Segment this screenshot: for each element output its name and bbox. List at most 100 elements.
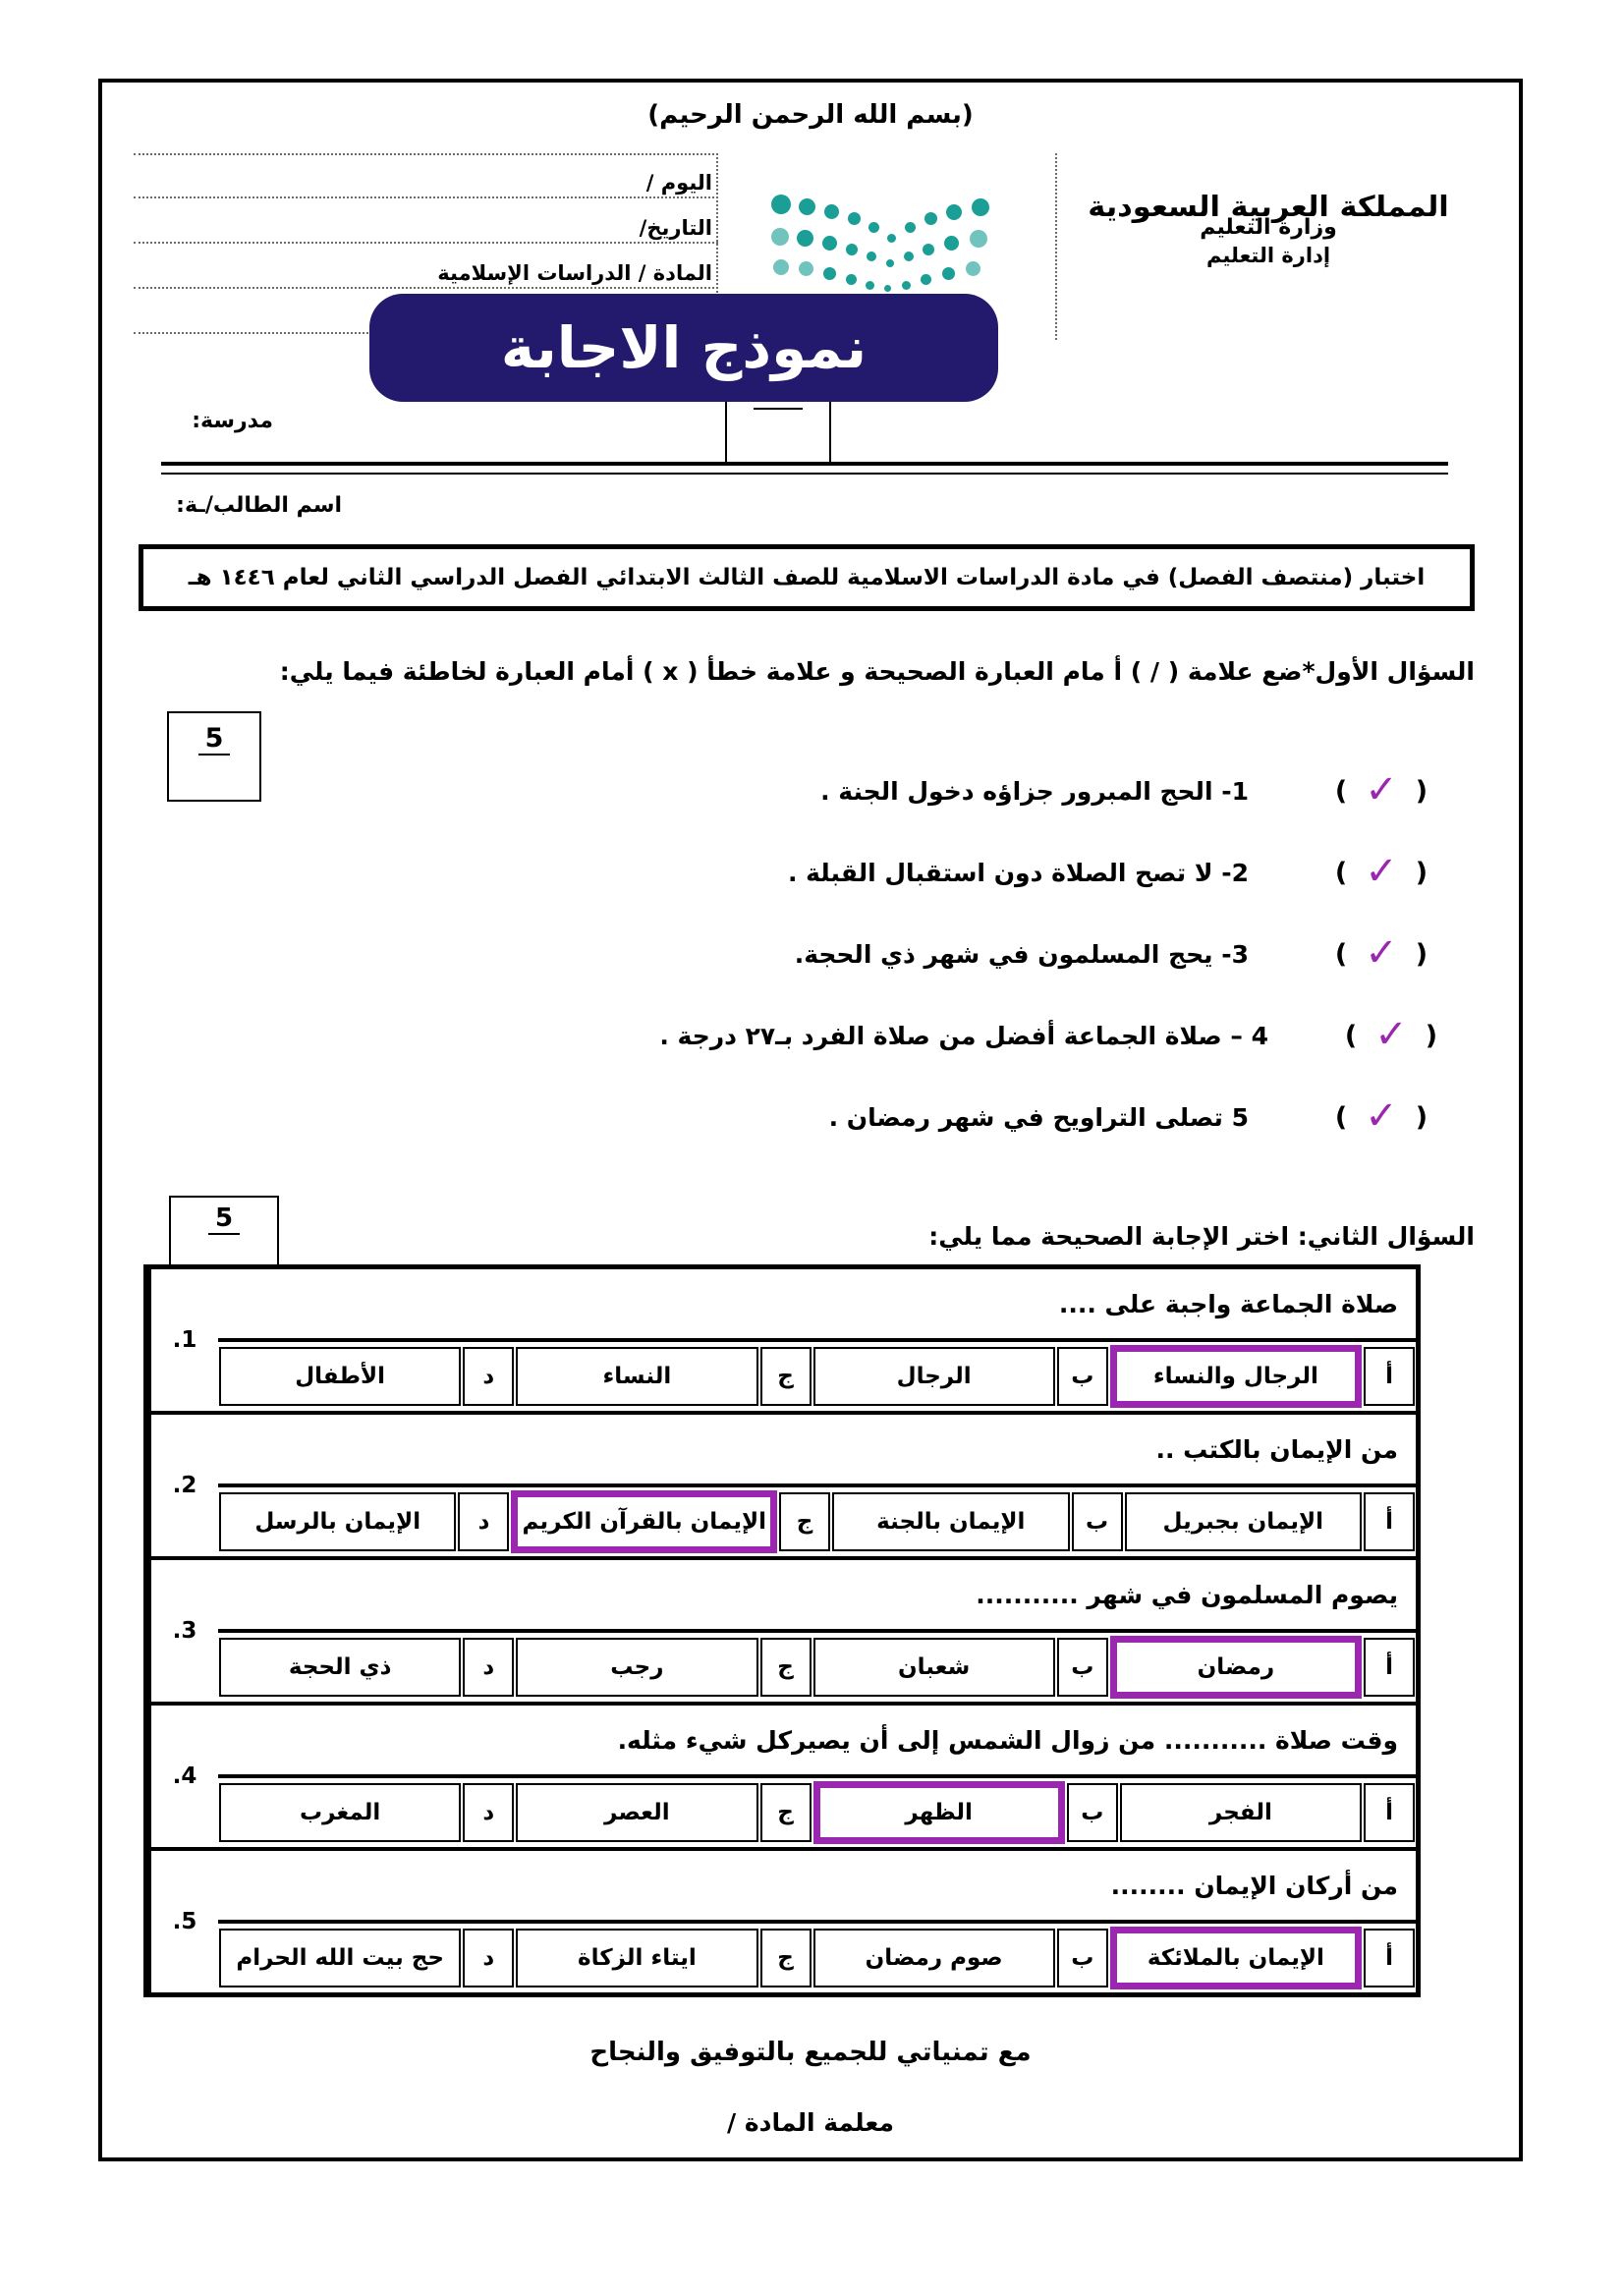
- tf-statement-3: 3- يحج المسلمون في شهر ذي الحجة.: [794, 940, 1249, 969]
- paren-open-4: (: [1425, 1021, 1438, 1051]
- question2-prompt: السؤال الثاني: اختر الإجابة الصحيحة مما …: [928, 1222, 1475, 1251]
- option-letter-4c: ج: [759, 1783, 812, 1842]
- tf-answer-4[interactable]: ( ✓ ): [1308, 1011, 1475, 1057]
- table-row: صلاة الجماعة واجبة على .... أ الرجال وال…: [148, 1269, 1416, 1415]
- mcq-options-1: أ الرجال والنساء ب الرجال ج النساء د الأ…: [218, 1342, 1416, 1411]
- tf-statement-1: 1- الحج المبرور جزاؤه دخول الجنة .: [820, 777, 1249, 806]
- mcq-body-3: يصوم المسلمون في شهر ........... أ رمضان…: [218, 1560, 1416, 1702]
- tf-item-1: ( ✓ ) 1- الحج المبرور جزاؤه دخول الجنة .: [153, 751, 1475, 832]
- mcq-stem-4: وقت صلاة ........... من زوال الشمس إلى أ…: [218, 1706, 1416, 1778]
- mcq-options-2: أ الإيمان بجبريل ب الإيمان بالجنة ج الإي…: [218, 1487, 1416, 1556]
- mcq-index-5: 5.: [148, 1851, 218, 1992]
- mcq-body-2: من الإيمان بالكتب .. أ الإيمان بجبريل ب …: [218, 1415, 1416, 1556]
- mcq-options-4: أ الفجر ب الظهر ج العصر د المغرب: [218, 1778, 1416, 1847]
- option-text-5b[interactable]: صوم رمضان: [812, 1929, 1055, 1987]
- tf-answer-5[interactable]: ( ✓ ): [1288, 1096, 1475, 1138]
- option-text-5c[interactable]: ايتاء الزكاة: [516, 1929, 758, 1987]
- mcq-stem-1: صلاة الجماعة واجبة على ....: [218, 1269, 1416, 1342]
- table-row: من أركان الإيمان ........ أ الإيمان بالم…: [148, 1851, 1416, 1992]
- tf-item-4: ( ✓ ) 4 – صلاة الجماعة أفضل من صلاة الفر…: [153, 995, 1475, 1077]
- logo-block: [723, 153, 1047, 340]
- check-icon: ✓: [1374, 1011, 1408, 1057]
- mcq-index-2: 2.: [148, 1415, 218, 1556]
- option-letter-3c: ج: [759, 1638, 812, 1697]
- option-letter-3b: ب: [1056, 1638, 1108, 1697]
- answer-key-stamp: نموذج الاجابة: [369, 294, 998, 402]
- mcq-table: صلاة الجماعة واجبة على .... أ الرجال وال…: [143, 1264, 1421, 1997]
- info-label-date: التاريخ/: [639, 216, 712, 240]
- option-letter-2a: أ: [1364, 1492, 1415, 1551]
- info-row-subject: المادة / الدراسات الإسلامية: [134, 244, 718, 289]
- option-letter-1a: أ: [1364, 1347, 1415, 1406]
- table-row: يصوم المسلمون في شهر ........... أ رمضان…: [148, 1560, 1416, 1706]
- option-letter-5d: د: [463, 1929, 515, 1987]
- option-letter-5a: أ: [1364, 1929, 1415, 1987]
- paren-close-3: ): [1334, 939, 1348, 970]
- school-label: مدرسة:: [192, 409, 273, 433]
- check-icon: ✓: [1365, 929, 1398, 976]
- option-letter-2b: ب: [1071, 1492, 1123, 1551]
- header-rule: [161, 462, 1448, 475]
- option-letter-3a: أ: [1364, 1638, 1415, 1697]
- option-text-1a[interactable]: الرجال والنساء: [1109, 1345, 1362, 1408]
- option-text-2b[interactable]: الإيمان بالجنة: [832, 1492, 1070, 1551]
- mcq-body-4: وقت صلاة ........... من زوال الشمس إلى أ…: [218, 1706, 1416, 1847]
- option-letter-1c: ج: [759, 1347, 812, 1406]
- paren-open-2: (: [1415, 858, 1428, 888]
- option-text-4a[interactable]: الفجر: [1119, 1783, 1362, 1842]
- option-letter-3d: د: [463, 1638, 515, 1697]
- option-text-4b[interactable]: الظهر: [812, 1781, 1065, 1844]
- tf-answer-3[interactable]: ( ✓ ): [1288, 929, 1475, 976]
- option-text-3a[interactable]: رمضان: [1109, 1636, 1362, 1699]
- mcq-options-5: أ الإيمان بالملائكة ب صوم رمضان ج ايتاء …: [218, 1924, 1416, 1992]
- check-icon: ✓: [1365, 848, 1398, 894]
- option-text-1d[interactable]: الأطفال: [219, 1347, 462, 1406]
- true-false-list: ( ✓ ) 1- الحج المبرور جزاؤه دخول الجنة .…: [153, 751, 1475, 1158]
- ministry-block: المملكة العربية السعودية وزارة التعليم إ…: [1057, 153, 1480, 340]
- option-letter-1d: د: [463, 1347, 515, 1406]
- question1-score-box: 5: [167, 711, 261, 802]
- mcq-index-1: 1.: [148, 1269, 218, 1411]
- option-text-1b[interactable]: الرجال: [812, 1347, 1055, 1406]
- tf-answer-2[interactable]: ( ✓ ): [1288, 848, 1475, 894]
- option-text-2c[interactable]: الإيمان بالقرآن الكريم: [511, 1490, 777, 1553]
- mcq-stem-3: يصوم المسلمون في شهر ...........: [218, 1560, 1416, 1633]
- option-text-1c[interactable]: النساء: [516, 1347, 758, 1406]
- option-letter-5b: ب: [1056, 1929, 1108, 1987]
- tf-statement-5: 5 تصلى التراويح في شهر رمضان .: [828, 1103, 1249, 1132]
- info-row-date: التاريخ/: [134, 198, 718, 244]
- paren-open-5: (: [1415, 1102, 1428, 1133]
- option-text-3d[interactable]: ذي الحجة: [219, 1638, 462, 1697]
- mcq-body-5: من أركان الإيمان ........ أ الإيمان بالم…: [218, 1851, 1416, 1992]
- info-row-day: اليوم /: [134, 153, 718, 198]
- tf-answer-1[interactable]: ( ✓ ): [1288, 770, 1475, 812]
- mcq-index-4: 4.: [148, 1706, 218, 1847]
- education-admin-title: إدارة التعليم: [1205, 244, 1331, 267]
- option-text-3b[interactable]: شعبان: [812, 1638, 1055, 1697]
- option-letter-4b: ب: [1066, 1783, 1118, 1842]
- option-text-2d[interactable]: الإيمان بالرسل: [218, 1492, 457, 1551]
- document-header: المملكة العربية السعودية وزارة التعليم إ…: [134, 153, 1480, 340]
- option-letter-2d: د: [458, 1492, 510, 1551]
- paren-open-3: (: [1415, 939, 1428, 970]
- option-text-3c[interactable]: رجب: [516, 1638, 758, 1697]
- paren-close-5: ): [1334, 1102, 1348, 1133]
- kingdom-title: المملكة العربية السعودية: [1088, 190, 1449, 223]
- mcq-index-3: 3.: [148, 1560, 218, 1702]
- header-divider-1: [1055, 153, 1057, 340]
- option-letter-5c: ج: [759, 1929, 812, 1987]
- option-text-2a[interactable]: الإيمان بجبريل: [1124, 1492, 1362, 1551]
- mcq-stem-2: من الإيمان بالكتب ..: [218, 1415, 1416, 1487]
- tf-item-2: ( ✓ ) 2- لا تصح الصلاة دون استقبال القبل…: [153, 832, 1475, 914]
- basmala-text: (بسم الله الرحمن الرحيم): [647, 100, 974, 130]
- paren-open-1: (: [1415, 776, 1428, 807]
- option-letter-1b: ب: [1056, 1347, 1108, 1406]
- option-text-4c[interactable]: العصر: [516, 1783, 758, 1842]
- footer-wishes: مع تمنياتي للجميع بالتوفيق والنجاح: [589, 2038, 1032, 2067]
- question1-prompt: السؤال الأول*ضع علامة ( / ) أ مام العبار…: [279, 657, 1475, 686]
- table-row: من الإيمان بالكتب .. أ الإيمان بجبريل ب …: [148, 1415, 1416, 1560]
- option-text-4d[interactable]: المغرب: [219, 1783, 462, 1842]
- option-text-5a[interactable]: الإيمان بالملائكة: [1109, 1927, 1362, 1989]
- tf-statement-4: 4 – صلاة الجماعة أفضل من صلاة الفرد بـ٢٧…: [659, 1022, 1268, 1050]
- option-text-5d[interactable]: حج بيت الله الحرام: [219, 1929, 462, 1987]
